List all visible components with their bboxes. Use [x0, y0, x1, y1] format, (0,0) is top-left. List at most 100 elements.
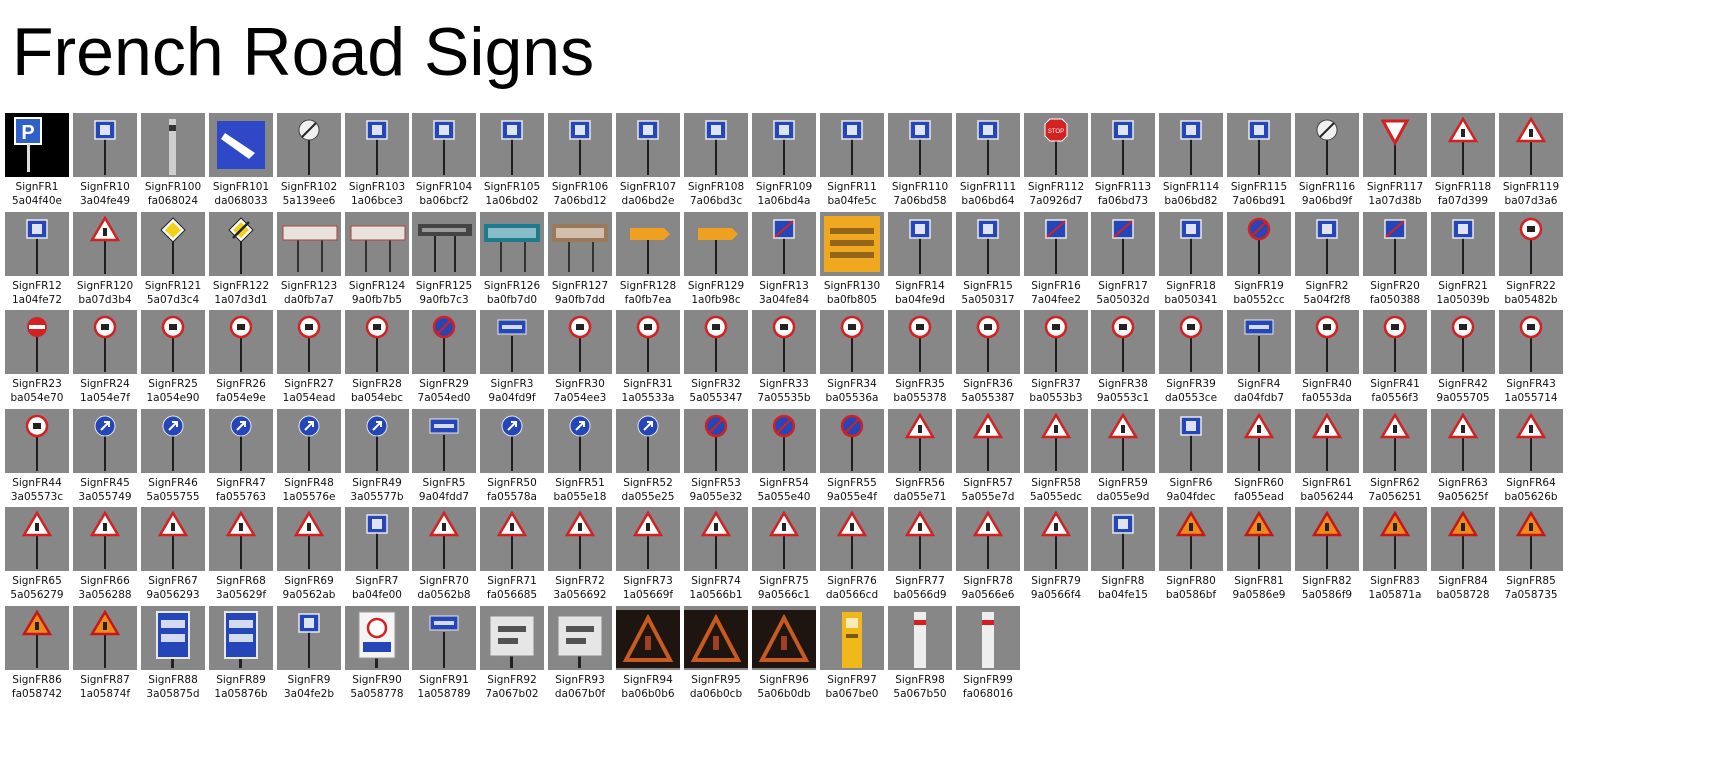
blue-square-sign-icon[interactable] [73, 113, 137, 177]
sign-tile[interactable]: SignFR74 1a0566b1 [679, 507, 753, 611]
sign-tile[interactable]: SignFR78 9a0566e6 [951, 507, 1025, 611]
sign-tile[interactable]: SignFR83 1a05871a [1358, 507, 1432, 611]
sign-tile[interactable]: SignFR119 ba07d3a6 [1494, 113, 1568, 217]
sign-tile[interactable]: SignFR105 1a06bd02 [475, 113, 549, 217]
sign-tile[interactable]: SignFR18 ba050341 [1154, 212, 1228, 316]
prohibition-round-sign-icon[interactable] [1499, 310, 1563, 374]
warning-triangle-icon[interactable] [820, 507, 884, 571]
sign-tile[interactable]: SignFR111 ba06bd64 [951, 113, 1025, 217]
sign-tile[interactable]: SignFR103 1a06bce3 [340, 113, 414, 217]
blue-square-sign-icon[interactable] [956, 212, 1020, 276]
sign-tile[interactable]: SignFR60 fa055ead [1222, 409, 1296, 513]
prohibition-round-sign-icon[interactable] [820, 310, 884, 374]
sign-tile[interactable]: SignFR55 9a055e4f [815, 409, 889, 513]
sign-tile[interactable]: SignFR120 ba07d3b4 [68, 212, 142, 316]
blue-square-sign-icon[interactable] [888, 113, 952, 177]
sign-tile[interactable]: SignFR89 1a05876b [204, 606, 278, 710]
sign-tile[interactable]: SignFR7 ba04fe00 [340, 507, 414, 611]
sign-tile[interactable]: SignFR27 1a054ead [272, 310, 346, 414]
sign-tile[interactable]: SignFR77 ba0566d9 [883, 507, 957, 611]
blue-square-sign-icon[interactable] [684, 113, 748, 177]
sign-tile[interactable]: SignFR128 fa0fb7ea [611, 212, 685, 316]
no-parking-round-sign-icon[interactable] [820, 409, 884, 473]
blue-square-sign-icon[interactable] [1159, 212, 1223, 276]
blue-square-sign-icon[interactable] [888, 212, 952, 276]
blue-tall-panel-icon[interactable] [209, 606, 273, 670]
sign-tile[interactable]: SignFR97 ba067be0 [815, 606, 889, 710]
sign-tile[interactable]: SignFR125 9a0fb7c3 [407, 212, 481, 316]
sign-tile[interactable]: SignFR15 5a050317 [951, 212, 1025, 316]
sign-tile[interactable]: SignFR8 ba04fe15 [1086, 507, 1160, 611]
mandatory-round-sign-icon[interactable] [141, 409, 205, 473]
warning-triangle-icon[interactable] [1431, 409, 1495, 473]
blue-square-sign-icon[interactable] [820, 113, 884, 177]
blue-square-sign-icon[interactable] [616, 113, 680, 177]
warning-triangle-icon[interactable] [1227, 409, 1291, 473]
warning-triangle-icon[interactable] [277, 507, 341, 571]
sign-tile[interactable]: SignFR117 1a07d38b [1358, 113, 1432, 217]
orange-detour-panel-icon[interactable] [616, 212, 680, 276]
white-info-panel-icon[interactable] [480, 606, 544, 670]
sign-tile[interactable]: SignFR88 3a05875d [136, 606, 210, 710]
white-info-panel-icon[interactable] [548, 606, 612, 670]
sign-tile[interactable]: SignFR63 9a05625f [1426, 409, 1500, 513]
warning-triangle-icon[interactable] [1431, 113, 1495, 177]
blue-square-sign-icon[interactable] [1159, 113, 1223, 177]
blue-square-sign-icon[interactable] [1431, 212, 1495, 276]
yield-sign-icon[interactable] [1363, 113, 1427, 177]
sign-tile[interactable]: SignFR86 fa058742 [0, 606, 74, 710]
sign-tile[interactable]: SignFR34 ba05536a [815, 310, 889, 414]
roadworks-triangle-icon[interactable] [1227, 507, 1291, 571]
no-parking-square-sign-icon[interactable] [1363, 212, 1427, 276]
blue-square-sign-icon[interactable] [1227, 113, 1291, 177]
roadworks-triangle-icon[interactable] [1295, 507, 1359, 571]
sign-tile[interactable]: SignFR48 1a05576e [272, 409, 346, 513]
blue-square-sign-icon[interactable] [1159, 409, 1223, 473]
no-parking-square-sign-icon[interactable] [1024, 212, 1088, 276]
sign-tile[interactable]: SignFR93 da067b0f [543, 606, 617, 710]
sign-tile[interactable]: SignFR108 7a06bd3c [679, 113, 753, 217]
parking-sign-icon[interactable]: P [5, 113, 69, 177]
yellow-phone-post-icon[interactable] [820, 606, 884, 670]
mandatory-round-sign-icon[interactable] [548, 409, 612, 473]
no-parking-round-sign-icon[interactable] [412, 310, 476, 374]
priority-road-sign-icon[interactable] [141, 212, 205, 276]
sign-tile[interactable]: SignFR22 ba05482b [1494, 212, 1568, 316]
prohibition-round-sign-icon[interactable] [277, 310, 341, 374]
roadworks-triangle-icon[interactable] [1159, 507, 1223, 571]
sign-tile[interactable]: SignFR84 ba058728 [1426, 507, 1500, 611]
blue-square-sign-icon[interactable] [1091, 507, 1155, 571]
sign-tile[interactable]: SignFR10 3a04fe49 [68, 113, 142, 217]
sign-tile[interactable]: SignFR36 5a055387 [951, 310, 1025, 414]
sign-tile[interactable]: SignFR20 fa050388 [1358, 212, 1432, 316]
sign-tile[interactable]: SignFR95 da06b0cb [679, 606, 753, 710]
sign-tile[interactable]: SignFR109 1a06bd4a [747, 113, 821, 217]
sign-tile[interactable]: SignFR12 1a04fe72 [0, 212, 74, 316]
blue-square-sign-icon[interactable] [1295, 212, 1359, 276]
green-direction-panel-icon[interactable] [480, 212, 544, 276]
sign-tile[interactable]: SignFR21 1a05039b [1426, 212, 1500, 316]
sign-tile[interactable]: SignFR72 3a056692 [543, 507, 617, 611]
roadworks-triangle-icon[interactable] [1431, 507, 1495, 571]
sign-tile[interactable]: SignFR31 1a05533a [611, 310, 685, 414]
sign-tile[interactable]: SignFR75 9a0566c1 [747, 507, 821, 611]
bollard-post-icon[interactable] [141, 113, 205, 177]
warning-triangle-icon[interactable] [1363, 409, 1427, 473]
sign-tile[interactable]: SignFR11 ba04fe5c [815, 113, 889, 217]
sign-tile[interactable]: SignFR39 da0553ce [1154, 310, 1228, 414]
sign-tile[interactable]: SignFR54 5a055e40 [747, 409, 821, 513]
sign-tile[interactable]: SignFR129 1a0fb98c [679, 212, 753, 316]
blue-square-sign-icon[interactable] [277, 606, 341, 670]
sign-tile[interactable]: SignFR85 7a058735 [1494, 507, 1568, 611]
sign-tile[interactable]: SignFR115 7a06bd91 [1222, 113, 1296, 217]
prohibition-round-sign-icon[interactable] [141, 310, 205, 374]
sign-tile[interactable]: SignFR56 da055e71 [883, 409, 957, 513]
white-reflector-post-icon[interactable] [956, 606, 1020, 670]
orange-roadworks-board-icon[interactable] [820, 212, 884, 276]
sign-tile[interactable]: SignFR104 ba06bcf2 [407, 113, 481, 217]
prohibition-round-sign-icon[interactable] [1091, 310, 1155, 374]
dark-warning-board-icon[interactable] [752, 606, 816, 670]
sign-tile[interactable]: STOP SignFR112 7a0926d7 [1019, 113, 1093, 217]
warning-triangle-icon[interactable] [1499, 409, 1563, 473]
sign-tile[interactable]: SignFR38 9a0553c1 [1086, 310, 1160, 414]
